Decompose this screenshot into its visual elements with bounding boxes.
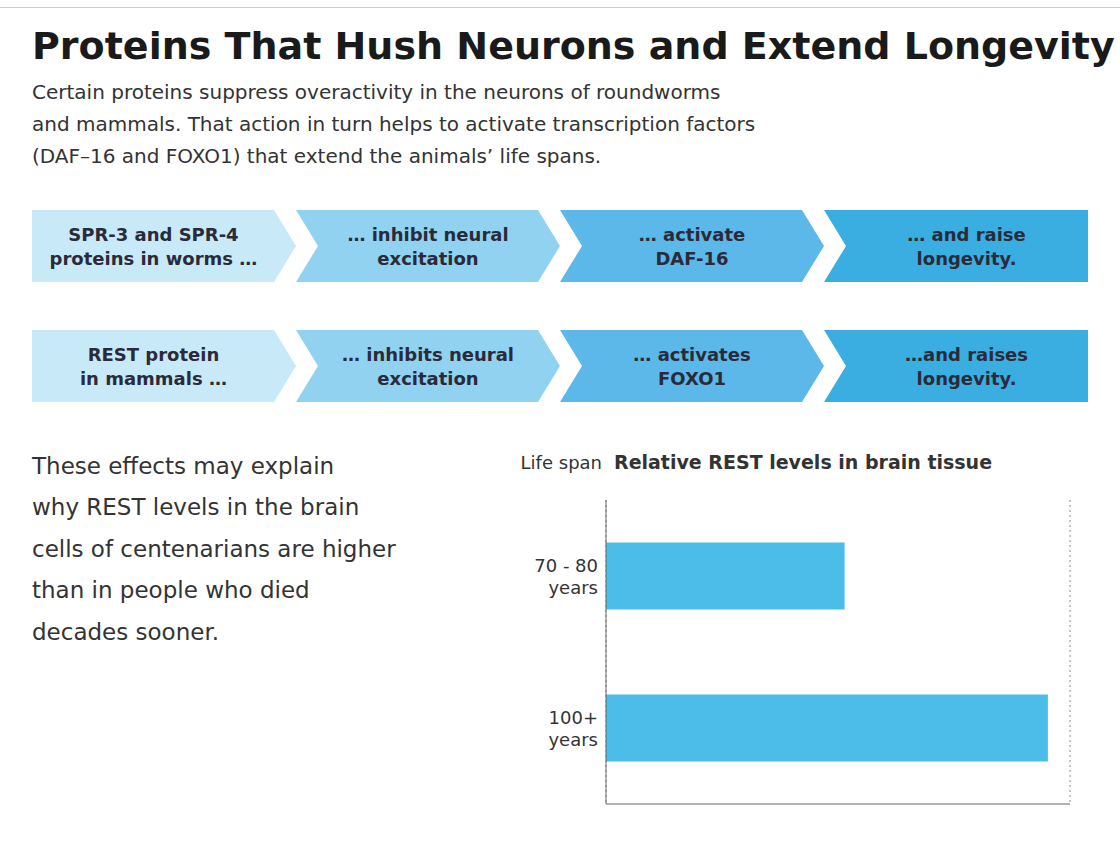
- html-text:These effects may explain why: These effects may explain why REST level…: [32, 453, 396, 645]
- svg-text:… inhibits neuralexcitation: … inhibits neuralexcitation: [342, 344, 514, 389]
- html-text:Life span: Life span: [520, 452, 602, 473]
- svg-text:SPR-3 and SPR-4proteins in wor: SPR-3 and SPR-4proteins in worms …: [50, 224, 258, 269]
- svg-text:… activateDAF-16: … activateDAF-16: [639, 224, 746, 269]
- svg-text:100+years: 100+years: [548, 707, 598, 750]
- svg-text:… inhibit neuralexcitation: … inhibit neuralexcitation: [347, 224, 508, 269]
- html-text:Certain proteins suppress over: Certain proteins suppress overactivity i…: [32, 80, 756, 168]
- svg-text:…and raiseslongevity.: …and raiseslongevity.: [905, 344, 1028, 389]
- svg-text:70 - 80years: 70 - 80years: [534, 555, 598, 598]
- svg-text:REST proteinin mammals …: REST proteinin mammals …: [80, 344, 227, 389]
- svg-text:… and raiselongevity.: … and raiselongevity.: [907, 224, 1026, 269]
- html-text:Proteins That Hush Neurons and: Proteins That Hush Neurons and Extend Lo…: [32, 24, 1115, 68]
- html-text:Relative REST levels in brain: Relative REST levels in brain tissue: [614, 451, 992, 473]
- svg-text:… activatesFOXO1: … activatesFOXO1: [633, 344, 750, 389]
